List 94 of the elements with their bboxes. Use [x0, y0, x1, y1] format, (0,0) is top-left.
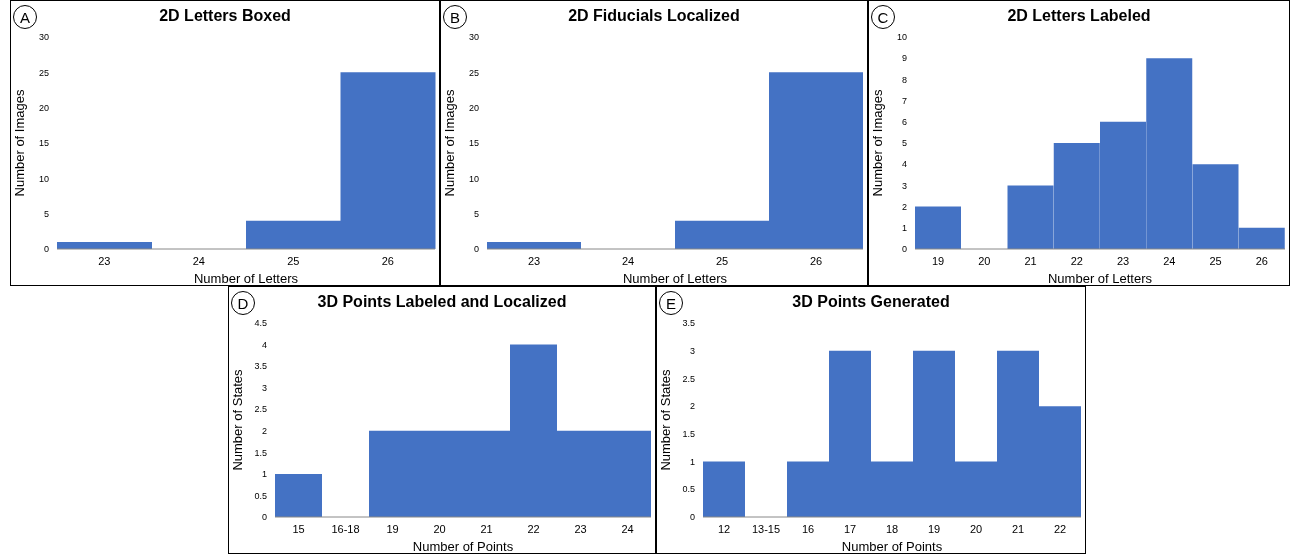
y-tick-label: 2.5: [682, 373, 695, 384]
x-axis-title: Number of Letters: [1047, 271, 1153, 286]
y-axis-title: Number of Images: [11, 89, 27, 197]
x-tick-label: 24: [621, 522, 634, 535]
y-tick-label: 1: [901, 223, 907, 233]
x-tick-label: 21: [1011, 522, 1025, 535]
x-tick-label: 25: [715, 254, 729, 267]
x-tick-label: 15: [292, 522, 305, 535]
y-tick-label: 5: [43, 208, 49, 219]
x-tick-label: 19: [927, 522, 941, 535]
y-tick-label: 3: [689, 345, 695, 356]
y-tick-label: 2: [689, 401, 695, 412]
y-tick-label: 0: [473, 244, 479, 255]
x-tick-label: 26: [1255, 254, 1268, 267]
y-axis-title: Number of Images: [441, 89, 457, 197]
y-tick-label: 2: [261, 425, 267, 436]
bar: [915, 206, 961, 249]
x-tick-label: 24: [621, 254, 635, 267]
y-tick-label: 2.5: [254, 404, 267, 415]
y-tick-label: 3: [261, 382, 267, 393]
chart-title: 2D Fiducials Localized: [568, 7, 740, 24]
y-tick-label: 20: [38, 102, 49, 113]
x-tick-label: 24: [192, 254, 205, 267]
x-tick-label: 25: [287, 254, 300, 267]
y-tick-label: 0: [901, 244, 907, 255]
x-tick-label: 16: [801, 522, 815, 535]
x-tick-label: 19: [932, 254, 945, 267]
chart-title: 3D Points Labeled and Localized: [317, 293, 567, 310]
x-tick-label: 22: [527, 522, 540, 535]
x-tick-label: 25: [1209, 254, 1222, 267]
x-tick-label: 22: [1070, 254, 1083, 267]
y-tick-label: 4: [261, 339, 267, 350]
x-axis-title: Number of Points: [841, 539, 943, 554]
y-tick-label: 0.5: [254, 490, 267, 501]
y-tick-label: 1.5: [682, 429, 695, 440]
y-tick-label: 6: [901, 117, 907, 127]
x-tick-label: 23: [1117, 254, 1130, 267]
y-tick-label: 3.5: [682, 318, 695, 329]
x-tick-label: 17: [843, 522, 857, 535]
x-tick-label: 16-18: [331, 522, 360, 535]
y-axis-title: Number of States: [229, 368, 245, 471]
bar: [275, 473, 322, 517]
y-axis-title: Number of Images: [869, 89, 885, 197]
x-tick-label: 20: [978, 254, 991, 267]
y-tick-label: 5: [901, 138, 907, 149]
y-tick-label: 25: [38, 67, 49, 78]
chart-title: 2D Letters Boxed: [159, 7, 291, 24]
y-tick-label: 9: [901, 53, 907, 64]
y-tick-label: 30: [38, 32, 49, 43]
chart-title: 2D Letters Labeled: [1007, 7, 1151, 24]
x-tick-label: 21: [1024, 254, 1037, 267]
x-axis-title: Number of Points: [412, 539, 514, 554]
x-tick-label: 24: [1163, 254, 1176, 267]
y-tick-label: 10: [896, 32, 907, 43]
x-axis-title: Number of Letters: [622, 271, 728, 286]
y-tick-label: 4.5: [254, 318, 267, 329]
y-tick-label: 5: [473, 208, 479, 219]
x-tick-label: 23: [98, 254, 111, 267]
x-tick-label: 26: [809, 254, 823, 267]
y-tick-label: 15: [468, 138, 479, 149]
y-tick-label: 0: [689, 512, 695, 523]
y-tick-label: 1.5: [254, 447, 267, 458]
y-tick-label: 25: [468, 67, 479, 78]
x-tick-label: 19: [386, 522, 399, 535]
x-tick-label: 26: [381, 254, 394, 267]
x-axis-title: Number of Letters: [193, 271, 299, 286]
y-tick-label: 0.5: [682, 484, 695, 495]
y-tick-label: 0: [261, 512, 267, 523]
y-tick-label: 0: [43, 244, 49, 255]
y-tick-label: 3: [901, 180, 907, 191]
y-tick-label: 8: [901, 74, 907, 85]
y-tick-label: 30: [468, 32, 479, 43]
x-tick-label: 22: [1053, 522, 1067, 535]
y-tick-label: 7: [901, 95, 907, 106]
y-tick-label: 20: [468, 102, 479, 113]
y-tick-label: 2: [901, 201, 907, 212]
y-tick-label: 3.5: [254, 361, 267, 372]
y-tick-label: 4: [901, 159, 907, 170]
bar: [703, 461, 745, 517]
y-tick-label: 10: [468, 173, 479, 184]
y-tick-label: 15: [38, 138, 49, 149]
y-tick-label: 1: [261, 469, 267, 480]
x-tick-label: 13-15: [751, 522, 781, 535]
x-tick-label: 20: [433, 522, 446, 535]
x-tick-label: 23: [527, 254, 541, 267]
y-tick-label: 10: [38, 173, 49, 184]
y-tick-label: 1: [689, 456, 695, 467]
x-tick-label: 20: [969, 522, 983, 535]
x-tick-label: 18: [885, 522, 899, 535]
y-axis-title: Number of States: [657, 368, 673, 471]
x-tick-label: 12: [717, 522, 731, 535]
x-tick-label: 23: [574, 522, 587, 535]
x-tick-label: 21: [480, 522, 493, 535]
chart-title: 3D Points Generated: [792, 293, 950, 310]
